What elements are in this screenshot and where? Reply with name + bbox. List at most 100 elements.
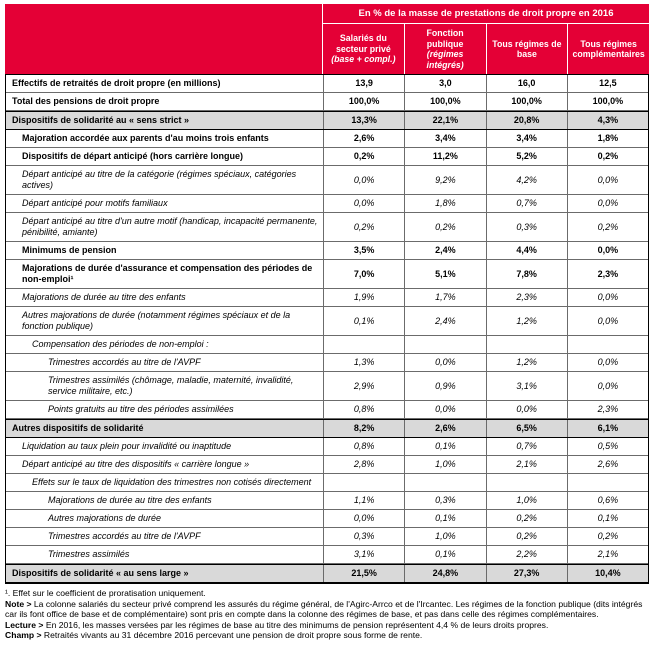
value-cell: 0,3% <box>405 492 487 509</box>
value-cell: 0,0% <box>597 357 619 367</box>
value-cell: 0,0% <box>597 380 619 391</box>
value-cell <box>405 336 487 353</box>
table-body: Effectifs de retraités de droit propre (… <box>5 74 649 584</box>
pension-solidarity-table: En % de la masse de prestations de droit… <box>5 4 649 584</box>
value-cell: 100,0% <box>405 93 487 110</box>
row-label: Départ anticipé au titre des dispositifs… <box>6 456 324 473</box>
value-cell: 0,1% <box>405 438 487 455</box>
value-cell: 6,5% <box>487 420 568 437</box>
value-cell: 3,0 <box>405 75 487 92</box>
value-cell: 8,2% <box>324 420 406 437</box>
value-cell: 6,1% <box>597 423 619 433</box>
footnote: ¹. Effet sur le coefficient de proratisa… <box>5 588 649 599</box>
value-cell: 2,4% <box>405 242 487 259</box>
value-cell: 0,0% <box>597 174 619 185</box>
table-row: Autres majorations de durée 0,0% 0,1% 0,2% 0… <box>6 510 648 528</box>
column-header-sublabel: (base + compl.) <box>331 54 396 65</box>
value-cell: 0,5% <box>597 441 619 451</box>
value-cell: 100,0% <box>487 93 568 110</box>
row-label: Majorations de durée au titre des enfant… <box>6 492 324 509</box>
value-cell <box>405 474 487 491</box>
value-cell: 0,0% <box>324 166 406 194</box>
value-cell: 0,3% <box>487 213 568 241</box>
column-header-label: Tous régimes de base <box>492 38 562 60</box>
value-cell: 2,1% <box>597 549 619 559</box>
value-cell: 1,0% <box>405 456 487 473</box>
row-label: Dispositifs de solidarité au « sens stri… <box>6 112 324 129</box>
value-cell: 0,2% <box>487 528 568 545</box>
table-row: Compensation des périodes de non-emploi … <box>6 336 648 354</box>
table-row: Majoration accordée aux parents d'au moi… <box>6 130 648 148</box>
value-cell: 2,4% <box>405 307 487 335</box>
table-row: Départ anticipé au titre de la catégorie… <box>6 166 648 195</box>
row-label: Autres dispositifs de solidarité <box>6 420 324 437</box>
value-cell: 0,0% <box>597 292 619 302</box>
value-cell: 3,1% <box>324 546 406 563</box>
row-label: Autres majorations de durée <box>6 510 324 527</box>
footnote-text: La colonne salariés du secteur privé com… <box>5 598 643 620</box>
value-cell: 2,6% <box>597 459 619 469</box>
row-label: Majorations de durée d'assurance et comp… <box>6 260 324 288</box>
value-cell: 4,4% <box>487 242 568 259</box>
value-cell: 0,2% <box>597 151 619 161</box>
value-cell: 2,6% <box>405 420 487 437</box>
table-row: Points gratuits au titre des périodes as… <box>6 401 648 419</box>
value-cell: 0,8% <box>324 401 406 418</box>
value-cell: 0,0% <box>597 198 619 208</box>
table-row: Départ anticipé au titre des dispositifs… <box>6 456 648 474</box>
value-cell: 3,4% <box>487 130 568 147</box>
value-cell: 4,3% <box>597 115 619 125</box>
value-cell: 20,8% <box>487 112 568 129</box>
value-cell: 16,0 <box>487 75 568 92</box>
value-cell: 0,0% <box>324 510 406 527</box>
column-header: Tous régimes complémentaires <box>568 24 649 74</box>
value-cell: 21,5% <box>324 565 406 582</box>
value-cell: 0,6% <box>597 495 619 505</box>
value-cell: 1,1% <box>324 492 406 509</box>
value-cell: 0,2% <box>597 221 619 232</box>
value-cell: 0,8% <box>324 438 406 455</box>
row-label: Trimestres assimilés (chômage, maladie, … <box>6 372 324 400</box>
value-cell: 2,6% <box>324 130 406 147</box>
value-cell: 0,3% <box>324 528 406 545</box>
value-cell <box>487 336 568 353</box>
value-cell: 1,2% <box>487 354 568 371</box>
column-header-label: Tous régimes complémentaires <box>572 38 645 60</box>
value-cell: 1,0% <box>487 492 568 509</box>
footnote-text: En 2016, les masses versées par les régi… <box>45 619 549 630</box>
table-row: Effets sur le taux de liquidation des tr… <box>6 474 648 492</box>
footnote-prefix: Lecture > <box>5 619 46 630</box>
table-row: Trimestres accordés au titre de l'AVPF 0,… <box>6 528 648 546</box>
header-right-block: En % de la masse de prestations de droit… <box>323 4 649 74</box>
value-cell: 2,1% <box>487 456 568 473</box>
value-cell: 22,1% <box>405 112 487 129</box>
table-row: Trimestres assimilés 3,1% 0,1% 2,2% 2,1% <box>6 546 648 564</box>
table-row: Dispositifs de solidarité au « sens stri… <box>6 111 648 130</box>
row-label: Départ anticipé au titre de la catégorie… <box>6 166 324 194</box>
value-cell <box>568 336 648 353</box>
row-label: Trimestres accordés au titre de l'AVPF <box>6 354 324 371</box>
value-cell: 2,3% <box>597 268 619 279</box>
value-cell: 10,4% <box>595 568 621 578</box>
footnotes-block: ¹. Effet sur le coefficient de proratisa… <box>5 588 649 641</box>
value-cell: 2,9% <box>324 372 406 400</box>
value-cell: 0,2% <box>324 213 406 241</box>
row-label: Effets sur le taux de liquidation des tr… <box>6 474 324 491</box>
value-cell: 12,5 <box>599 78 617 88</box>
value-cell: 0,1% <box>405 546 487 563</box>
footnote-prefix: Champ > <box>5 630 44 641</box>
row-label: Dispositifs de départ anticipé (hors car… <box>6 148 324 165</box>
column-header: Fonction publique (régimes intégrés) <box>405 24 487 74</box>
row-label: Effectifs de retraités de droit propre (… <box>6 75 324 92</box>
value-cell: 0,2% <box>405 213 487 241</box>
value-cell: 9,2% <box>405 166 487 194</box>
column-header: Tous régimes de base <box>487 24 569 74</box>
value-cell: 27,3% <box>487 565 568 582</box>
value-cell: 5,1% <box>405 260 487 288</box>
value-cell: 1,8% <box>405 195 487 212</box>
row-label: Départ anticipé pour motifs familiaux <box>6 195 324 212</box>
footnote-prefix: Note > <box>5 598 34 609</box>
value-cell <box>324 474 406 491</box>
value-cell: 3,1% <box>487 372 568 400</box>
table-row: Majorations de durée au titre des enfant… <box>6 289 648 307</box>
